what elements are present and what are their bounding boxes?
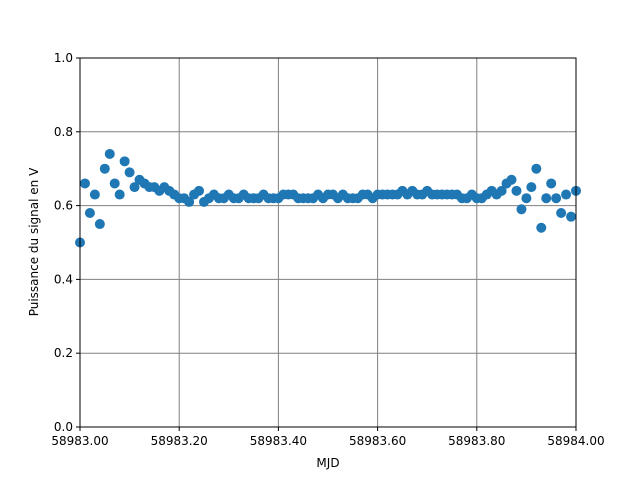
point (516, 204, 527, 215)
point (89, 189, 100, 200)
x-axis-label: MJD (316, 456, 339, 470)
y-tick-label: 1.0 (54, 51, 73, 65)
y-axis-label: Puissance du signal en V (27, 167, 41, 316)
y-tick-label: 0.4 (54, 272, 73, 286)
point (84, 207, 95, 218)
x-tick-label: 58983.60 (349, 434, 406, 448)
x-tick-label: 58983.80 (448, 434, 505, 448)
point (194, 185, 205, 196)
x-tick-label: 58983.00 (51, 434, 108, 448)
point (506, 174, 517, 185)
point (526, 182, 537, 193)
x-tick-label: 58983.40 (250, 434, 307, 448)
point (94, 219, 105, 230)
point (511, 185, 522, 196)
y-tick-label: 0.2 (54, 346, 73, 360)
point (99, 163, 110, 174)
point (79, 178, 90, 189)
point (556, 207, 567, 218)
point (546, 178, 557, 189)
point (129, 182, 140, 193)
point (119, 156, 130, 167)
point (124, 167, 135, 178)
point (496, 185, 507, 196)
x-tick-label: 58984.00 (547, 434, 604, 448)
y-tick-label: 0.8 (54, 125, 73, 139)
point (541, 193, 552, 204)
y-tick-label: 0.0 (54, 420, 73, 434)
point (566, 211, 577, 222)
point (184, 196, 195, 207)
plot-frame (79, 57, 577, 428)
point (536, 222, 547, 233)
x-tick-label: 58983.20 (151, 434, 208, 448)
point (104, 148, 115, 159)
point (551, 193, 562, 204)
point (114, 189, 125, 200)
point (109, 178, 120, 189)
point (521, 193, 532, 204)
y-tick-label: 0.6 (54, 199, 73, 213)
point (531, 163, 542, 174)
point (561, 189, 572, 200)
